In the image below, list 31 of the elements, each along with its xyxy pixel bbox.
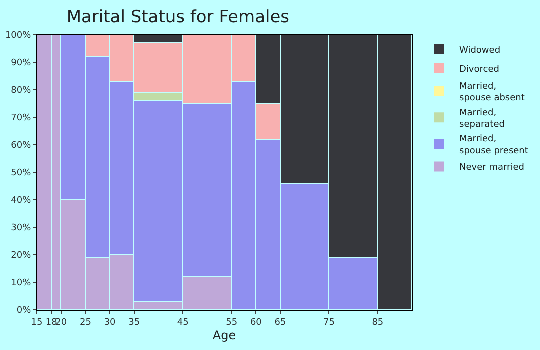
y-tick-label: 30% xyxy=(11,224,32,234)
x-tick-label: 65 xyxy=(274,318,286,328)
legend-label: Widowed xyxy=(460,46,501,56)
y-tick-label: 70% xyxy=(11,114,32,124)
x-tick-label: 45 xyxy=(177,318,189,328)
y-tick-label: 80% xyxy=(11,86,32,96)
x-tick-label: 35 xyxy=(128,318,140,328)
chart-title: Marital Status for Females xyxy=(66,7,290,28)
legend-label: Married, separated xyxy=(460,108,505,130)
x-tick-label: 15 xyxy=(31,318,43,328)
legend-label: Married, spouse absent xyxy=(460,82,526,104)
x-tick-label: 85 xyxy=(372,318,384,328)
y-tick-label: 40% xyxy=(11,196,32,206)
y-tick-label: 10% xyxy=(11,278,32,289)
y-tick-label: 90% xyxy=(11,58,32,69)
x-tick-label: 75 xyxy=(323,318,335,328)
y-tick-label: 0% xyxy=(16,306,32,316)
x-tick-label: 30 xyxy=(104,318,116,328)
x-tick-label: 55 xyxy=(226,318,238,328)
y-tick-label: 50% xyxy=(11,168,32,179)
x-tick-label: 18 xyxy=(46,318,58,328)
y-tick-label: 20% xyxy=(11,251,32,262)
x-tick-label: 60 xyxy=(250,318,262,328)
legend-label: Married, spouse present xyxy=(460,134,529,156)
x-axis-title: Age xyxy=(212,328,236,343)
legend-label: Divorced xyxy=(460,65,500,76)
x-tick-label: 25 xyxy=(80,318,92,328)
y-tick-label: 60% xyxy=(11,141,32,152)
legend-label: Never married xyxy=(460,163,524,174)
x-tick-label: 20 xyxy=(56,318,68,328)
y-tick-label: 100% xyxy=(5,31,32,42)
